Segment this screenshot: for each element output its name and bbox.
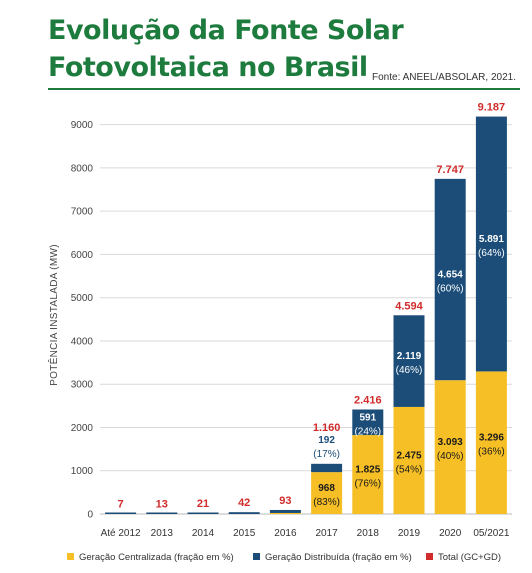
bar-distribuida — [228, 512, 260, 514]
pct-label-distribuida: (46%) — [396, 365, 423, 376]
total-label: 2.416 — [354, 394, 382, 406]
data-label-centralizada: 2.475 — [396, 450, 421, 461]
legend-distribuida-swatch — [253, 553, 260, 560]
chart-title: Evolução da Fonte Solar Fotovoltaica no … — [48, 12, 404, 86]
bar-distribuida — [434, 178, 466, 381]
pct-label-centralizada: (83%) — [313, 497, 340, 508]
x-tick-label: 2013 — [151, 528, 174, 539]
pct-label-centralizada: (36%) — [478, 447, 505, 458]
y-tick-label: 3000 — [71, 380, 94, 391]
bar-centralizada — [352, 435, 384, 514]
total-label: 1.160 — [313, 422, 341, 434]
pct-label-distribuida: (60%) — [437, 284, 464, 295]
bar-centralizada — [475, 371, 507, 514]
total-label: 93 — [279, 495, 291, 507]
bar-distribuida — [475, 116, 507, 372]
total-label: 4.594 — [395, 300, 423, 312]
bar-centralizada — [311, 472, 343, 514]
pct-label-centralizada: (40%) — [437, 451, 464, 462]
bar-centralizada — [269, 512, 301, 514]
y-tick-label: 6000 — [71, 250, 94, 261]
data-label-centralizada: 3.296 — [479, 433, 504, 444]
y-tick-label: 4000 — [71, 336, 94, 347]
x-tick-label: Até 2012 — [101, 528, 141, 539]
y-tick-label: 2000 — [71, 423, 94, 434]
y-tick-label: 9000 — [71, 120, 94, 131]
x-tick-label: 2015 — [233, 528, 256, 539]
y-axis-title: POTÊNCIA INSTALADA (MW) — [47, 244, 60, 386]
total-label: 7.747 — [436, 164, 464, 176]
data-label-centralizada: 3.093 — [438, 437, 463, 448]
y-tick-label: 0 — [87, 510, 93, 521]
x-tick-label: 05/2021 — [473, 528, 510, 539]
data-label-centralizada: 1.825 — [355, 465, 380, 476]
total-label: 7 — [118, 499, 124, 511]
bar-centralizada — [393, 406, 425, 514]
source-note: Fonte: ANEEL/ABSOLAR, 2021. — [372, 72, 516, 83]
pct-label-centralizada: (54%) — [396, 464, 423, 475]
pct-label-distribuida: (17%) — [313, 449, 340, 460]
y-tick-label: 5000 — [71, 293, 94, 304]
total-label: 42 — [238, 497, 250, 509]
bar-distribuida — [105, 512, 137, 514]
legend-centralizada-label: Geração Centralizada (fração em %) — [79, 552, 234, 563]
x-tick-label: 2019 — [398, 528, 421, 539]
pct-label-distribuida: (24%) — [354, 426, 381, 437]
legend-total-swatch — [426, 553, 433, 560]
total-label: 21 — [197, 498, 209, 510]
title-divider — [48, 88, 520, 90]
bar-distribuida — [352, 409, 384, 436]
total-label: 13 — [156, 498, 168, 510]
pct-label-centralizada: (76%) — [354, 479, 381, 490]
bar-distribuida — [269, 509, 301, 513]
data-label-centralizada: 968 — [318, 483, 335, 494]
total-label: 9.187 — [478, 102, 506, 114]
bar-centralizada — [434, 380, 466, 514]
pct-label-distribuida: (64%) — [478, 248, 505, 259]
x-tick-label: 2018 — [357, 528, 380, 539]
bar-distribuida — [393, 315, 425, 407]
x-tick-label: 2014 — [192, 528, 215, 539]
y-tick-label: 1000 — [71, 466, 94, 477]
x-tick-label: 2017 — [315, 528, 338, 539]
x-tick-label: 2020 — [439, 528, 462, 539]
chart-title-line1: Evolução da Fonte Solar — [48, 15, 404, 46]
data-label-distribuida: 5.891 — [479, 234, 504, 245]
legend-distribuida-label: Geração Distribuída (fração em %) — [265, 552, 412, 563]
legend-total-label: Total (GC+GD) — [438, 552, 501, 563]
x-tick-label: 2016 — [274, 528, 297, 539]
y-tick-label: 7000 — [71, 207, 94, 218]
chart-title-line2: Fotovoltaica no Brasil — [48, 52, 368, 83]
data-label-distribuida: 2.119 — [397, 351, 422, 362]
data-label-distribuida: 591 — [359, 412, 376, 423]
bar-distribuida — [311, 463, 343, 473]
bar-distribuida — [187, 512, 219, 514]
bar-distribuida — [146, 512, 178, 514]
y-tick-label: 8000 — [71, 163, 94, 174]
legend-centralizada-swatch — [67, 553, 74, 560]
data-label-distribuida: 192 — [318, 435, 335, 446]
data-label-distribuida: 4.654 — [438, 270, 463, 281]
